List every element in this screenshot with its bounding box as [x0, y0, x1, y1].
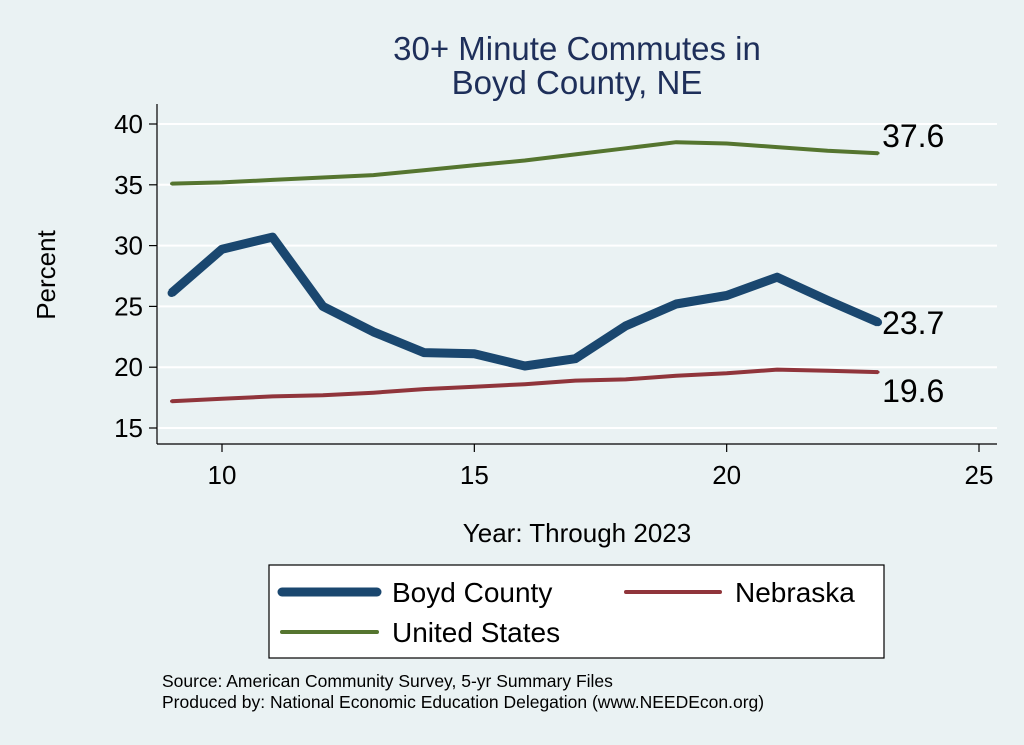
- legend-label-boyd-county: Boyd County: [392, 577, 552, 608]
- x-tick-label-20: 20: [712, 460, 741, 490]
- chart-title-line-1: 30+ Minute Commutes in: [393, 30, 761, 67]
- point-nebraska-12: [321, 393, 325, 397]
- legend: Boyd County Nebraska United States: [268, 564, 885, 659]
- point-united-states-20: [725, 141, 729, 145]
- point-nebraska-15: [472, 385, 476, 389]
- end-label-united-states: 37.6: [882, 118, 944, 154]
- end-label-nebraska: 19.6: [882, 373, 944, 409]
- y-tick-label-30: 30: [114, 231, 143, 261]
- source-note: Source: American Community Survey, 5-yr …: [162, 671, 613, 691]
- y-tick-label-15: 15: [114, 413, 143, 443]
- point-nebraska-13: [371, 391, 375, 395]
- legend-label-nebraska: Nebraska: [735, 577, 855, 608]
- point-boyd-county-11: [268, 233, 277, 242]
- point-nebraska-14: [422, 387, 426, 391]
- x-tick-label-25: 25: [965, 460, 994, 490]
- point-boyd-county-9: [167, 289, 176, 298]
- point-boyd-county-21: [773, 273, 782, 282]
- point-boyd-county-18: [621, 321, 630, 330]
- gridlines: [157, 123, 997, 429]
- point-nebraska-20: [725, 371, 729, 375]
- y-tick-label-20: 20: [114, 352, 143, 382]
- y-axis-title: Percent: [31, 229, 61, 319]
- point-united-states-10: [220, 180, 224, 184]
- point-nebraska-23: [876, 370, 880, 374]
- end-labels: 23.7 19.6 37.6: [882, 118, 944, 409]
- point-united-states-12: [321, 176, 325, 180]
- point-boyd-county-10: [218, 245, 226, 254]
- x-axis-ticks: 10 15 20 25: [208, 444, 994, 490]
- point-united-states-11: [270, 178, 274, 182]
- point-united-states-17: [573, 152, 577, 156]
- y-tick-label-40: 40: [114, 109, 143, 139]
- y-axis-ticks: 15 20 25 30 35 40: [114, 109, 157, 443]
- point-united-states-18: [624, 146, 628, 150]
- point-nebraska-10: [220, 397, 224, 401]
- point-united-states-23: [876, 151, 880, 155]
- point-boyd-county-19: [672, 299, 681, 308]
- point-united-states-21: [775, 145, 779, 149]
- series-lines: [167, 140, 883, 404]
- chart-title-line-2: Boyd County, NE: [452, 64, 703, 101]
- x-tick-label-10: 10: [208, 460, 237, 490]
- point-nebraska-21: [775, 368, 779, 372]
- produced-by-note: Produced by: National Economic Education…: [162, 692, 764, 712]
- point-nebraska-19: [674, 374, 678, 378]
- point-nebraska-16: [523, 382, 527, 386]
- point-united-states-22: [826, 149, 830, 153]
- point-united-states-16: [523, 158, 527, 162]
- point-boyd-county-15: [470, 349, 479, 358]
- point-united-states-13: [371, 173, 375, 177]
- point-united-states-19: [674, 140, 678, 144]
- y-tick-label-25: 25: [114, 291, 143, 321]
- x-tick-label-15: 15: [460, 460, 489, 490]
- point-boyd-county-16: [520, 361, 529, 370]
- point-boyd-county-14: [419, 348, 428, 357]
- point-boyd-county-23: [874, 318, 883, 327]
- point-boyd-county-20: [722, 291, 731, 300]
- point-united-states-14: [422, 168, 426, 172]
- point-nebraska-11: [270, 394, 274, 398]
- point-united-states-9: [170, 182, 174, 186]
- point-nebraska-17: [573, 379, 577, 383]
- y-tick-label-35: 35: [114, 170, 143, 200]
- point-nebraska-18: [624, 377, 628, 381]
- point-united-states-15: [472, 163, 476, 167]
- point-boyd-county-13: [369, 327, 378, 336]
- point-boyd-county-22: [823, 296, 832, 305]
- x-axis-title: Year: Through 2023: [463, 518, 691, 548]
- legend-box: [268, 564, 885, 659]
- end-label-boyd-county: 23.7: [882, 305, 944, 341]
- legend-label-united-states: United States: [392, 617, 560, 648]
- point-nebraska-9: [170, 399, 174, 403]
- point-boyd-county-12: [318, 302, 327, 311]
- point-nebraska-22: [826, 369, 830, 373]
- point-boyd-county-17: [571, 354, 580, 363]
